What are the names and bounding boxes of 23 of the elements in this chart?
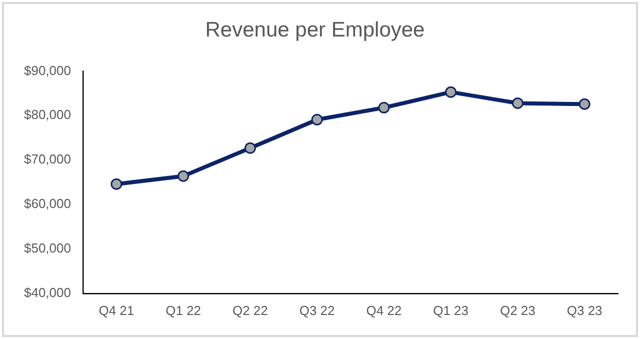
x-tick-label: Q3 23 [566,302,602,318]
x-tick-label: Q3 22 [299,302,335,318]
chart-title: Revenue per Employee [205,18,425,42]
y-tick-label: $90,000 [24,62,71,78]
point [512,97,524,109]
point [178,170,190,182]
x-tick-label: Q1 23 [433,302,469,318]
y-tick-label: $80,000 [24,107,71,122]
point [578,98,590,110]
point [110,178,122,190]
y-tick-label: $50,000 [24,240,71,256]
y-tick-label: $40,000 [24,284,71,300]
x-tick-label: Q4 22 [366,302,402,318]
x-tick-label: Q1 22 [166,302,202,318]
point [378,102,390,114]
x-tick-label: Q2 22 [232,302,268,318]
y-tick-label: $60,000 [24,196,71,212]
y-tick-label: $70,000 [24,152,71,167]
x-tick-label: Q4 21 [98,302,134,318]
point [311,114,323,126]
point [445,86,457,98]
point [244,142,256,154]
x-tick-label: Q2 23 [500,302,536,318]
